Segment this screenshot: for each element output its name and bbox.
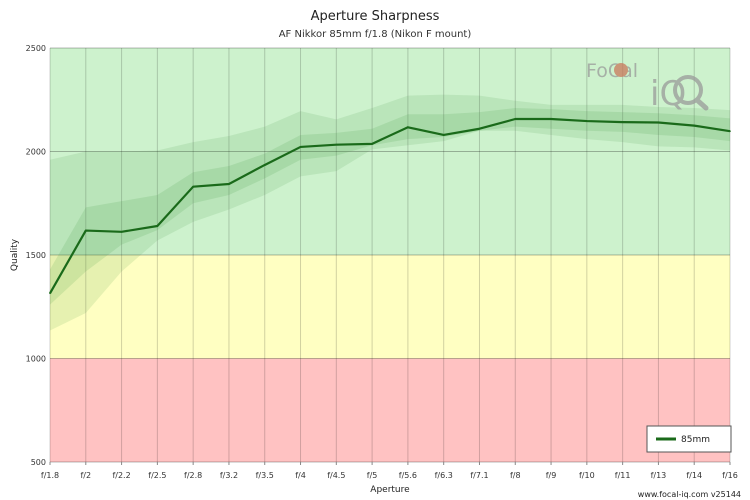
data-point [371,143,373,145]
logo-text-focal: FoCal [586,60,638,82]
focal-iq-logo: FoCal iQ [586,60,709,114]
y-axis-ticks: 500 1000 1500 2000 2500 [26,44,46,467]
chart-subtitle: AF Nikkor 85mm f/1.8 (Nikon F mount) [279,29,472,40]
logo-magnifier-handle-icon [694,97,709,111]
data-point [156,225,159,227]
variance-band-inner [50,108,730,305]
y-tick-label: 1000 [26,355,46,364]
data-point [586,120,588,122]
series-lines [49,117,731,295]
x-tick-label: f/8 [510,471,521,480]
data-point [621,121,624,123]
quality-zone-1 [50,255,730,359]
x-tick-label: f/2.2 [112,471,130,480]
legend-label-85mm: 85mm [681,435,710,445]
data-point [693,124,696,127]
data-point [335,143,338,146]
data-point [729,130,731,133]
data-point [514,118,517,120]
data-point [228,183,230,185]
x-tick-label: f/2 [80,471,91,480]
data-point [407,126,409,129]
variance-bands [50,94,730,331]
x-tick-label: f/4.5 [327,471,345,480]
x-tick-label: f/7.1 [470,471,488,480]
variance-band-outer [50,94,730,331]
x-axis-ticks: f/1.8 f/2 f/2.2 f/2.5 f/2.8 f/3.2 f/3.5 f/4 f/4.… [41,462,738,480]
series-line-85mm [49,117,731,294]
quality-zones [50,48,730,462]
data-point [550,118,552,120]
x-tick-label: f/11 [615,471,631,480]
y-tick-label: 1500 [26,251,46,260]
footer-credit: www.focal-iq.com v25144 [638,490,741,499]
data-point [84,229,87,232]
x-axis-label: Aperture [370,485,410,495]
data-point [657,121,660,124]
x-tick-label: f/5.6 [399,471,417,480]
grid [49,47,731,463]
x-tick-label: f/9 [546,471,557,480]
legend: 85mm [646,425,732,453]
x-tick-label: f/3.2 [220,471,238,480]
data-point [192,185,194,188]
x-tick-label: f/6.3 [435,471,453,480]
quality-zone-0 [50,358,730,462]
data-point [263,164,266,166]
x-tick-label: f/16 [722,471,738,480]
x-tick-label: f/2.5 [148,471,166,480]
data-point [49,292,51,295]
y-tick-label: 500 [31,458,46,467]
data-point [442,134,445,136]
x-tick-label: f/14 [686,471,702,480]
x-tick-label: f/3.5 [256,471,274,480]
chart-title: Aperture Sharpness [311,9,440,24]
logo-dot-icon [614,63,628,77]
logo-magnifier-icon [673,75,703,105]
data-point [299,146,302,148]
x-tick-label: f/4 [295,471,306,480]
data-point [120,231,123,233]
y-tick-label: 2000 [26,148,46,157]
x-tick-label: f/1.8 [41,471,59,480]
x-tick-label: f/5 [367,471,378,480]
x-tick-label: f/2.8 [184,471,202,480]
y-axis-label: Quality [10,238,20,271]
y-tick-label: 2500 [26,44,46,53]
x-tick-label: f/13 [651,471,667,480]
x-tick-label: f/10 [579,471,595,480]
data-point [478,127,481,130]
